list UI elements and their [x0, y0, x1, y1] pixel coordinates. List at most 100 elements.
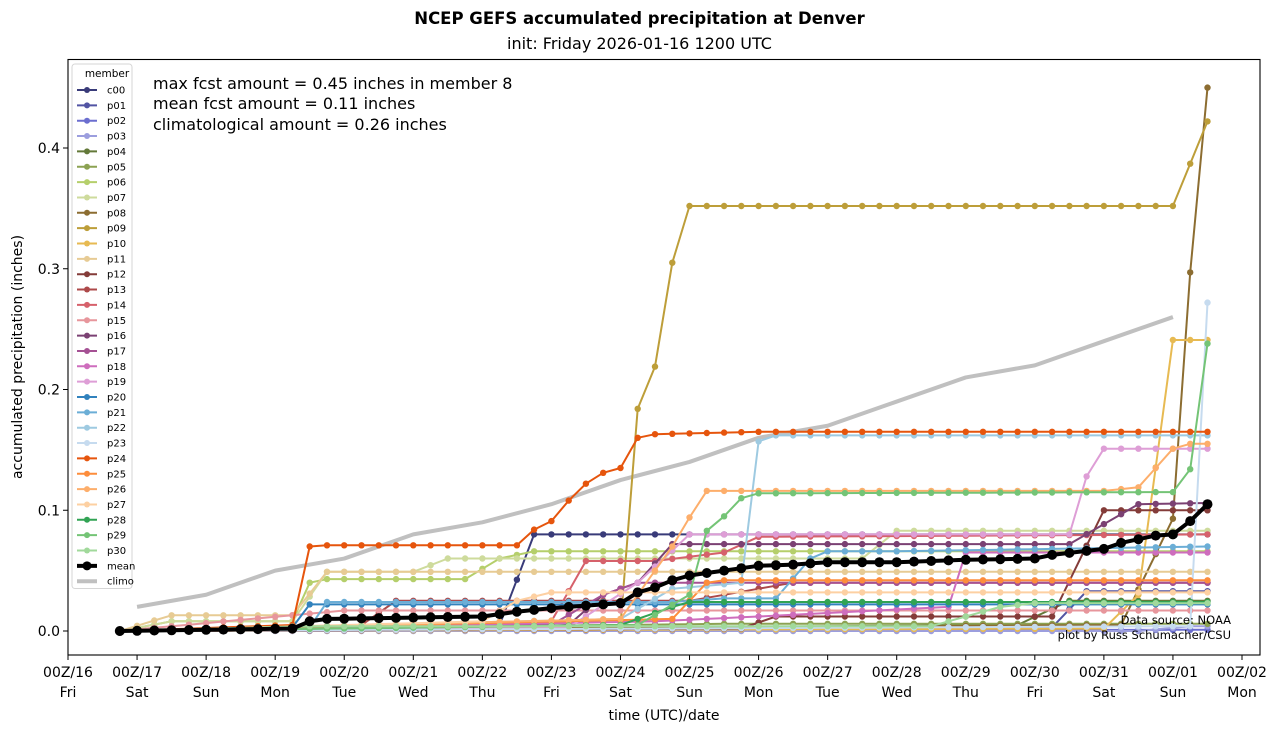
data-point	[807, 428, 814, 435]
data-point	[979, 577, 987, 584]
data-point	[979, 202, 987, 210]
legend-marker	[84, 102, 90, 109]
data-point	[893, 489, 900, 497]
data-point	[1135, 507, 1142, 514]
x-tick-day-label: Sat	[1092, 685, 1115, 701]
data-point	[410, 598, 417, 606]
legend-label: c00	[107, 86, 125, 97]
data-point	[910, 598, 918, 606]
data-point	[530, 617, 538, 625]
data-point	[755, 428, 762, 435]
data-point	[1169, 507, 1177, 514]
legend-label: p16	[107, 331, 126, 342]
data-point	[358, 542, 365, 549]
data-point	[410, 623, 417, 630]
mean-point	[1202, 499, 1213, 510]
legend-label: p26	[107, 485, 126, 496]
data-point	[1169, 577, 1177, 584]
mean-point	[701, 568, 712, 578]
data-point	[496, 542, 503, 549]
data-point	[910, 568, 918, 575]
data-point	[651, 616, 659, 623]
data-point	[945, 547, 952, 554]
legend-label: p20	[107, 393, 126, 404]
data-point	[1187, 577, 1194, 584]
data-point	[479, 568, 486, 575]
mean-point	[736, 563, 747, 574]
data-point	[755, 202, 762, 210]
data-point	[1031, 589, 1039, 596]
y-tick-label: 0.0	[38, 624, 60, 640]
data-point	[1014, 540, 1021, 548]
data-point	[272, 613, 279, 620]
series-line-p10	[119, 339, 1208, 632]
legend-label: p19	[107, 377, 126, 388]
data-point	[202, 619, 210, 627]
data-point	[962, 202, 969, 210]
mean-point	[546, 603, 557, 614]
data-point	[1152, 623, 1159, 630]
data-point	[1031, 577, 1039, 584]
data-point	[686, 623, 693, 630]
legend-entry-p10: p10	[77, 239, 126, 250]
data-point	[1048, 577, 1056, 584]
data-point	[1204, 118, 1211, 125]
data-point	[859, 598, 866, 606]
data-point	[634, 579, 641, 586]
data-point	[582, 589, 590, 596]
x-tick-day-label: Wed	[398, 685, 429, 701]
legend-marker	[84, 163, 90, 170]
data-point	[720, 589, 728, 596]
mean-point	[857, 557, 868, 568]
data-point	[1204, 299, 1211, 306]
data-point	[600, 623, 607, 630]
mean-point	[442, 612, 453, 622]
data-point	[341, 568, 348, 575]
data-point	[686, 531, 693, 538]
data-point	[841, 548, 849, 555]
data-point	[444, 623, 451, 630]
data-point	[893, 623, 900, 630]
data-source-text: Data source: NOAA	[1121, 613, 1231, 627]
data-point	[789, 548, 797, 555]
data-point	[358, 575, 365, 583]
data-point	[651, 611, 659, 619]
legend-label: p25	[107, 469, 126, 480]
data-point	[669, 568, 676, 575]
data-point	[910, 540, 918, 548]
data-point	[1135, 568, 1142, 575]
x-tick-label: 00Z/30	[1010, 665, 1060, 681]
legend-label: p15	[107, 316, 126, 327]
data-point	[1152, 202, 1159, 210]
data-point	[979, 540, 987, 548]
data-point	[358, 598, 365, 606]
data-point	[634, 434, 641, 441]
data-point	[1014, 577, 1021, 584]
data-point	[997, 603, 1004, 611]
mean-point	[580, 600, 591, 611]
y-tick-label: 0.2	[38, 383, 60, 399]
data-point	[358, 568, 365, 575]
data-point	[1117, 600, 1125, 607]
data-point	[1014, 607, 1021, 614]
data-point	[513, 618, 521, 625]
data-point	[703, 579, 710, 586]
data-point	[962, 589, 969, 596]
data-point	[479, 542, 486, 549]
data-point	[755, 555, 762, 562]
credit-annotation: Data source: NOAA plot by Russ Schumache…	[1058, 613, 1231, 642]
data-point	[427, 607, 434, 614]
data-point	[997, 489, 1004, 496]
legend-entry-p30: p30	[77, 546, 126, 557]
data-point	[1169, 336, 1177, 344]
legend-marker	[84, 486, 90, 493]
mean-amount-text: mean fcst amount = 0.11 inches	[153, 94, 415, 113]
data-point	[617, 607, 624, 614]
data-point	[893, 202, 900, 210]
data-point	[686, 591, 693, 598]
mean-point	[408, 612, 419, 623]
data-point	[634, 623, 641, 630]
mean-point	[356, 613, 367, 624]
x-tick-label: 00Z/31	[1079, 665, 1129, 681]
